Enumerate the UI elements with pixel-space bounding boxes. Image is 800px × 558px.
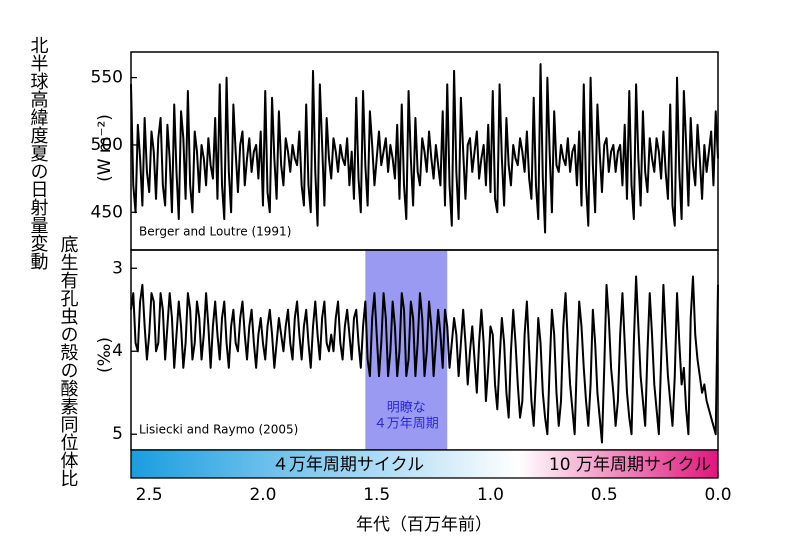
top-annotation: Berger and Loutre (1991) [139, 225, 291, 239]
bottom-annotation: Lisiecki and Raymo (2005) [139, 423, 298, 437]
y-tick-label: 550 [91, 68, 123, 88]
x-tick-label: 2.5 [136, 485, 163, 505]
colorbar-label: 10 万年周期サイクル [549, 455, 711, 475]
x-tick-label: 0.5 [591, 485, 618, 505]
x-tick-label: 1.5 [363, 485, 390, 505]
top-y-unit: (W m⁻²) [95, 114, 115, 182]
top-y-label: 北半球高緯度夏の日射量変動 [28, 36, 49, 270]
x-tick-label: 2.0 [249, 485, 276, 505]
x-axis-label: 年代（百万年前） [356, 515, 492, 535]
x-tick-label: 0.0 [704, 485, 731, 505]
y-tick-label: 500 [91, 135, 123, 155]
bottom-y-label: 底生有孔虫の殻の酸素同位体比 [58, 235, 79, 487]
x-tick-label: 1.0 [477, 485, 504, 505]
colorbar [130, 449, 719, 479]
y-tick-label: 4 [112, 341, 123, 361]
y-tick-label: 5 [112, 424, 123, 444]
data-line [130, 63, 719, 234]
data-line [130, 275, 719, 444]
colorbar-label: ４万年周期サイクル [272, 455, 424, 475]
highlight-label: ４万年周期 [374, 417, 439, 432]
y-tick-label: 3 [112, 258, 123, 278]
highlight-label: 明瞭な [387, 401, 426, 416]
y-tick-label: 450 [91, 202, 123, 222]
bottom-y-unit: (‰) [95, 337, 115, 373]
